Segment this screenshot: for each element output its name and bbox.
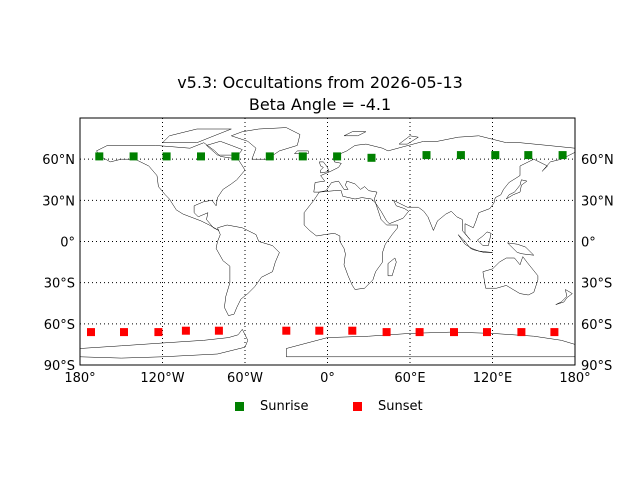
marker-sunset-1: [120, 328, 128, 337]
coastline-japan: [506, 179, 528, 200]
legend-item-sunset: Sunset: [353, 399, 423, 414]
marker-sunrise-12: [524, 151, 533, 160]
coastline-uk: [318, 161, 330, 174]
legend: Sunrise Sunset: [0, 399, 640, 419]
marker-sunset-13: [550, 328, 559, 337]
x-tick-label-6: 180°: [559, 371, 590, 386]
marker-sunset-2: [154, 328, 163, 337]
chart-title: v5.3: Occultations from 2026-05-13: [177, 73, 463, 92]
coastline-greenland: [230, 127, 301, 160]
marker-sunrise-8: [367, 153, 376, 162]
y-tick-label-right-2: 0°: [581, 236, 596, 251]
data-marks: [87, 151, 567, 337]
marker-sunset-9: [415, 328, 424, 337]
chart-subtitle: Beta Angle = -4.1: [248, 95, 392, 114]
y-tick-label-right-4: 60°S: [581, 318, 612, 333]
x-tick-label-5: 120°E: [473, 371, 513, 386]
coastline-antarctica: [79, 328, 249, 359]
marker-sunrise-1: [129, 152, 138, 161]
coastline-north-america: [96, 142, 246, 231]
marker-sunrise-5: [265, 152, 274, 161]
x-tick-label-2: 60°W: [227, 371, 263, 386]
marker-sunrise-4: [231, 152, 240, 161]
marker-sunrise-3: [197, 152, 205, 161]
marker-sunset-7: [348, 326, 357, 335]
marker-sunset-5: [282, 326, 291, 335]
y-tick-label-right-5: 90°S: [581, 359, 612, 374]
legend-item-sunrise: Sunrise: [235, 399, 308, 414]
marker-sunset-4: [214, 326, 223, 335]
x-tick-label-4: 60°E: [394, 371, 425, 386]
legend-swatch-sunset: [353, 402, 362, 411]
coastline-south-america: [215, 224, 280, 316]
coastline-madagascar: [387, 257, 397, 277]
plot-frame: [79, 117, 576, 366]
marker-sunset-6: [315, 326, 324, 335]
coastline-svalbard: [343, 131, 367, 137]
axis-ticks: 180° 120°W 60°W 0° 60°E 120°E 180° 60°N 60°N 30°N…: [42, 153, 614, 386]
marker-sunset-3: [181, 326, 190, 335]
x-tick-label-0: 180°: [64, 371, 95, 386]
y-tick-label-right-3: 30°S: [581, 277, 612, 292]
coastline-indonesia: [457, 234, 493, 253]
coastline-borneo: [477, 231, 492, 246]
marker-sunset-0: [87, 328, 95, 337]
coastline-new-guinea: [506, 242, 535, 256]
legend-swatch-sunrise: [235, 402, 244, 411]
marker-sunrise-10: [456, 151, 465, 160]
marker-sunrise-9: [422, 151, 431, 160]
world-coastline-map: [79, 127, 576, 359]
x-tick-label-3: 0°: [320, 371, 335, 386]
y-tick-label-left-0: 60°N: [42, 153, 75, 168]
y-tick-label-left-3: 30°S: [44, 277, 75, 292]
y-tick-label-right-1: 30°N: [581, 194, 614, 209]
coastline-antarctica-east: [286, 331, 576, 358]
marker-sunrise-11: [491, 151, 500, 160]
x-tick-label-1: 120°W: [140, 371, 184, 386]
legend-label-sunset: Sunset: [378, 399, 423, 414]
marker-sunset-8: [382, 328, 391, 337]
y-tick-label-left-2: 0°: [60, 236, 75, 251]
y-tick-label-left-1: 30°N: [42, 194, 75, 209]
y-tick-label-left-5: 90°S: [44, 359, 75, 374]
legend-label-sunrise: Sunrise: [260, 399, 309, 414]
marker-sunrise-0: [95, 152, 104, 161]
coastline-africa: [303, 190, 398, 290]
marker-sunrise-2: [162, 152, 171, 161]
marker-sunrise-13: [558, 151, 567, 160]
marker-sunset-12: [517, 328, 526, 337]
coastline-australia: [482, 256, 539, 296]
marker-sunrise-7: [333, 152, 342, 161]
marker-sunset-11: [483, 328, 491, 337]
coastline-arctic-islands: [161, 128, 232, 143]
coastline-eurasia: [313, 135, 576, 241]
coastline-novaya-zemlya: [398, 135, 419, 145]
map-grid: [80, 118, 575, 365]
marker-sunrise-6: [298, 152, 307, 161]
marker-sunset-10: [450, 328, 458, 337]
y-tick-label-right-0: 60°N: [581, 153, 614, 168]
y-tick-label-left-4: 60°S: [44, 318, 75, 333]
coastline-new-zealand: [555, 288, 573, 305]
